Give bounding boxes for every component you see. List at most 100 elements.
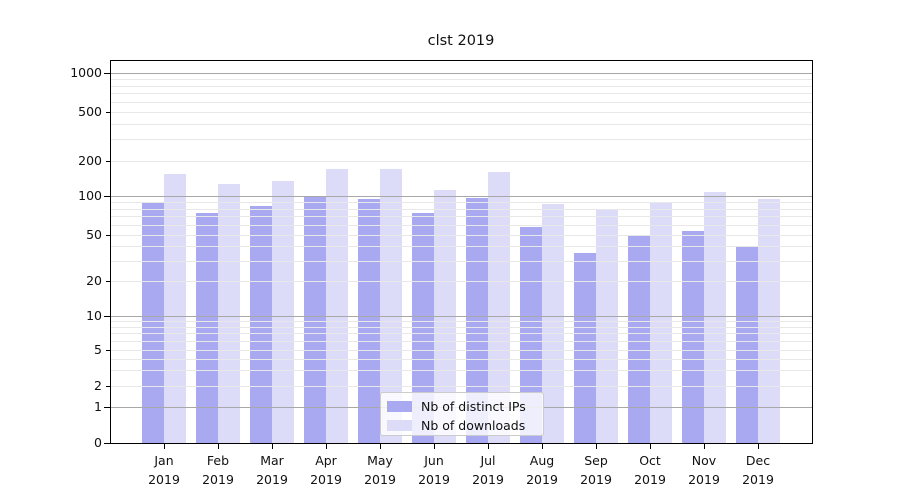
gridline-minor-900: [110, 79, 812, 80]
bar-downloads-apr: [326, 169, 348, 443]
bar-downloads-oct: [650, 201, 672, 443]
y-tick-10: [104, 316, 110, 317]
x-tick-label-apr: Apr 2019: [310, 453, 342, 487]
legend-swatch-downloads: [387, 419, 412, 431]
y-tick-label-1000: 1000: [70, 65, 102, 80]
y-tick-20: [106, 281, 110, 282]
gridline-minor-800: [110, 86, 812, 87]
y-tick-label-10: 10: [86, 308, 102, 323]
x-tick-aug: [542, 444, 543, 449]
gridline-major-1000: [110, 73, 812, 74]
x-tick-jul: [488, 444, 489, 449]
y-tick-label-20: 20: [86, 273, 102, 288]
legend: Nb of distinct IPs Nb of downloads: [380, 392, 544, 436]
legend-item-distinct-ips: Nb of distinct IPs: [387, 398, 543, 414]
x-tick-mar: [272, 444, 273, 449]
bar-distinct-ips-jul: [466, 197, 488, 443]
x-tick-feb: [218, 444, 219, 449]
gridline-minor-6: [110, 341, 812, 342]
x-tick-jun: [434, 444, 435, 449]
y-tick-1: [104, 407, 110, 408]
gridline-minor-4: [110, 359, 812, 360]
bar-downloads-may: [380, 169, 402, 443]
chart-title: clst 2019: [427, 33, 495, 49]
y-tick-0: [104, 443, 110, 444]
axis-spine-top: [110, 60, 813, 61]
axis-spine-right: [812, 60, 813, 444]
gridline-minor-7: [110, 333, 812, 334]
x-tick-label-oct: Oct 2019: [634, 453, 666, 487]
y-tick-label-200: 200: [78, 153, 102, 168]
axis-spine-left: [110, 60, 111, 444]
x-tick-label-feb: Feb 2019: [202, 453, 234, 487]
x-tick-label-dec: Dec 2019: [742, 453, 774, 487]
bar-distinct-ips-dec: [736, 246, 758, 443]
bar-downloads-mar: [272, 180, 294, 443]
gridline-minor-90: [110, 202, 812, 203]
bar-distinct-ips-sep: [574, 252, 596, 443]
bar-downloads-dec: [758, 198, 780, 443]
bar-downloads-sep: [596, 209, 618, 443]
y-tick-label-1: 1: [94, 399, 102, 414]
x-tick-nov: [704, 444, 705, 449]
x-tick-dec: [758, 444, 759, 449]
x-tick-label-sep: Sep 2019: [580, 453, 612, 487]
bar-distinct-ips-mar: [250, 205, 272, 443]
y-tick-label-5: 5: [94, 342, 102, 357]
gridline-minor-200: [110, 161, 812, 162]
bar-distinct-ips-oct: [628, 235, 650, 443]
bar-downloads-jul: [488, 171, 510, 443]
bar-distinct-ips-apr: [304, 196, 326, 443]
gridline-minor-8: [110, 327, 812, 328]
gridline-minor-600: [110, 102, 812, 103]
x-tick-label-nov: Nov 2019: [688, 453, 720, 487]
legend-swatch-distinct-ips: [387, 400, 412, 412]
legend-item-downloads: Nb of downloads: [387, 417, 543, 433]
gridline-major-100: [110, 196, 812, 197]
gridline-minor-3: [110, 370, 812, 371]
gridline-minor-2: [110, 386, 812, 387]
legend-label-distinct-ips: Nb of distinct IPs: [421, 398, 526, 414]
gridline-minor-500: [110, 112, 812, 113]
gridline-minor-5: [110, 350, 812, 351]
x-tick-label-jul: Jul 2019: [472, 453, 504, 487]
bar-downloads-feb: [218, 183, 240, 443]
gridline-minor-80: [110, 209, 812, 210]
x-tick-label-aug: Aug 2019: [526, 453, 558, 487]
y-tick-label-2: 2: [94, 378, 102, 393]
gridline-minor-20: [110, 281, 812, 282]
bar-downloads-jan: [164, 173, 186, 443]
gridline-minor-60: [110, 225, 812, 226]
gridline-minor-400: [110, 124, 812, 125]
x-tick-label-mar: Mar 2019: [256, 453, 288, 487]
y-tick-label-100: 100: [78, 188, 102, 203]
bar-distinct-ips-jan: [142, 201, 164, 443]
y-tick-label-50: 50: [86, 227, 102, 242]
x-tick-sep: [596, 444, 597, 449]
gridline-minor-300: [110, 139, 812, 140]
gridline-minor-40: [110, 246, 812, 247]
bar-downloads-nov: [704, 192, 726, 443]
x-tick-label-jun: Jun 2019: [418, 453, 450, 487]
gridline-minor-50: [110, 235, 812, 236]
x-tick-jan: [164, 444, 165, 449]
x-tick-apr: [326, 444, 327, 449]
x-tick-label-jan: Jan 2019: [148, 453, 180, 487]
axis-spine-bottom: [110, 443, 813, 444]
y-tick-label-500: 500: [78, 104, 102, 119]
y-tick-200: [106, 161, 110, 162]
bar-distinct-ips-aug: [520, 226, 542, 443]
gridline-minor-70: [110, 216, 812, 217]
gridline-minor-30: [110, 261, 812, 262]
y-tick-1000: [104, 73, 110, 74]
x-tick-label-may: May 2019: [364, 453, 396, 487]
y-tick-5: [106, 350, 110, 351]
gridline-minor-700: [110, 93, 812, 94]
legend-label-downloads: Nb of downloads: [421, 417, 526, 433]
x-tick-oct: [650, 444, 651, 449]
y-tick-100: [104, 196, 110, 197]
bar-downloads-aug: [542, 203, 564, 443]
bar-distinct-ips-nov: [682, 230, 704, 443]
gridline-minor-9: [110, 321, 812, 322]
